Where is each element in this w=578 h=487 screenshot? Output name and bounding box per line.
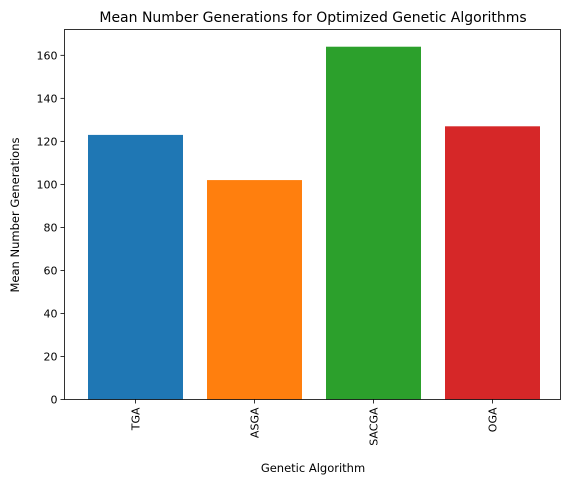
- bar-tga: [88, 134, 183, 400]
- y-tick-label: 100: [37, 178, 58, 191]
- chart-title: Mean Number Generations for Optimized Ge…: [99, 10, 526, 26]
- y-tick-label: 120: [37, 135, 58, 148]
- bar-sacga: [326, 46, 421, 400]
- x-tick-label: OGA: [487, 407, 500, 432]
- bars-group: [88, 46, 540, 400]
- x-axis-ticks: TGA ASGA SACGA OGA: [130, 399, 500, 446]
- y-tick-label: 0: [51, 394, 58, 407]
- y-tick-label: 80: [44, 221, 58, 234]
- y-tick-label: 20: [44, 350, 58, 363]
- x-axis-label: Genetic Algorithm: [261, 461, 365, 475]
- x-tick-label: SACGA: [368, 407, 381, 446]
- x-tick-label: ASGA: [249, 407, 262, 438]
- bar-asga: [207, 180, 302, 400]
- y-tick-label: 140: [37, 92, 58, 105]
- y-tick-label: 160: [37, 49, 58, 62]
- y-axis-label: Mean Number Generations: [8, 138, 22, 293]
- y-axis-ticks: 0 20 40 60 80 100 120 140 160: [37, 49, 65, 407]
- y-tick-label: 40: [44, 307, 58, 320]
- bar-oga: [445, 126, 540, 400]
- x-tick-label: TGA: [130, 407, 143, 431]
- plot-frame: [64, 29, 561, 400]
- y-tick-label: 60: [44, 264, 58, 277]
